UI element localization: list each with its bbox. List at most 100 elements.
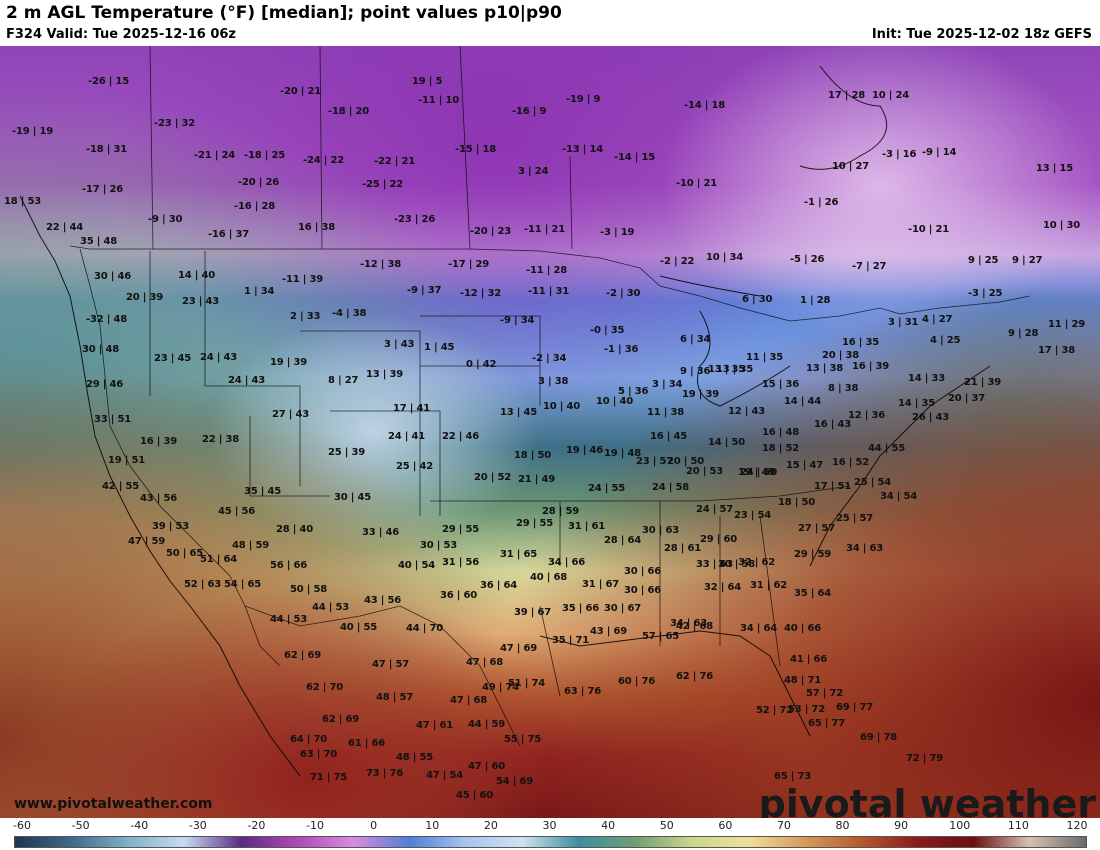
point-value-label: -14 | 18 [684,100,725,111]
point-value-label: 16 | 35 [842,337,880,348]
website-url[interactable]: www.pivotalweather.com [14,796,213,812]
point-value-label: -12 | 32 [460,288,501,299]
temperature-map[interactable]: -26 | 15 -19 | 19 -18 | 31 -17 | 26 18 | 53 2… [0,46,1100,818]
point-value-label: -18 | 25 [244,150,285,161]
point-value-label: 20 | 53 [686,466,724,477]
legend-colorbar [14,836,1087,848]
point-value-label: 60 | 76 [618,676,656,687]
point-value-label: 31 | 67 [582,579,620,590]
point-value-label: 9 | 25 [968,255,999,266]
point-value-label: 27 | 57 [798,523,836,534]
point-value-label: 44 | 53 [312,602,350,613]
point-value-label: 63 | 70 [300,749,338,760]
point-value-label: 48 | 57 [376,692,414,703]
point-value-label: 25 | 57 [836,513,874,524]
point-value-label: -13 | 14 [562,144,603,155]
point-value-label: 13 | 38 [806,363,844,374]
point-value-label: 69 | 77 [836,702,874,713]
point-value-label: 72 | 79 [906,753,944,764]
point-value-label: 44 | 53 [270,614,308,625]
point-value-label: 25 | 39 [328,447,366,458]
point-value-label: -20 | 21 [280,86,321,97]
point-value-label: -9 | 30 [148,214,183,225]
point-value-label: 3 | 34 [652,379,683,390]
point-value-label: 22 | 38 [202,434,240,445]
point-value-label: 45 | 60 [456,790,494,801]
coastlines [19,65,991,777]
point-value-label: 35 | 71 [552,635,590,646]
point-value-label: -11 | 10 [418,95,459,106]
point-value-label: -16 | 37 [208,229,249,240]
point-value-label: -17 | 29 [448,259,489,270]
point-value-label: -20 | 23 [470,226,511,237]
point-value-label: -3 | 25 [968,288,1003,299]
point-value-label: 12 | 43 [728,406,766,417]
point-value-label: 39 | 53 [152,521,190,532]
point-value-label: 36 | 60 [440,590,478,601]
point-value-label: 24 | 41 [388,431,426,442]
point-value-label: 22 | 46 [442,431,480,442]
point-value-label: 8 | 27 [328,375,359,386]
point-value-label: 20 | 38 [822,350,860,361]
point-value-label: 35 | 45 [244,486,282,497]
point-value-label: 34 | 63 [846,543,884,554]
point-value-label: 47 | 69 [500,643,538,654]
point-value-label: -11 | 31 [528,286,569,297]
legend-tick-label: 60 [718,819,733,832]
point-value-label: 65 | 77 [808,718,846,729]
point-value-label: 13 | 35 [708,364,746,375]
point-value-label: 23 | 45 [154,353,192,364]
point-value-label: 40 | 55 [340,622,378,633]
legend-tick-label: 10 [425,819,440,832]
point-value-label: -32 | 48 [86,314,127,325]
point-value-label: -3 | 19 [600,227,635,238]
legend-tick-label: 100 [949,819,971,832]
legend-tick-label: 80 [835,819,850,832]
point-value-label: 30 | 63 [642,525,680,536]
point-value-label: 23 | 43 [182,296,220,307]
point-value-label: -1 | 26 [804,197,839,208]
point-value-label: 55 | 75 [504,734,542,745]
point-value-label: 19 | 51 [108,455,146,466]
point-value-label: 28 | 64 [604,535,642,546]
point-value-label: 17 | 41 [393,403,431,414]
point-value-label: 51 | 64 [200,554,238,565]
point-value-label: 31 | 56 [442,557,480,568]
point-value-label: 47 | 57 [372,659,410,670]
point-value-label: -19 | 19 [12,126,53,137]
point-value-label: 24 | 57 [696,504,734,515]
point-value-label: 36 | 64 [480,580,518,591]
point-value-label: -10 | 21 [676,178,717,189]
point-value-label: 2 | 33 [290,311,321,322]
point-value-label: 65 | 73 [774,771,812,782]
point-value-label: 52 | 63 [184,579,222,590]
point-value-label: 39 | 67 [514,607,552,618]
point-value-label: 48 | 71 [784,675,822,686]
point-value-label: 32 | 62 [738,557,776,568]
point-value-label: 14 | 33 [908,373,946,384]
legend-tick-label: 120 [1066,819,1088,832]
point-value-label: -21 | 24 [194,150,235,161]
point-value-label: 43 | 56 [140,493,178,504]
point-value-label: 11 | 38 [647,407,685,418]
point-value-label: 30 | 46 [94,271,132,282]
point-value-label: 42 | 68 [676,621,714,632]
legend-tick-label: 70 [776,819,791,832]
point-value-label: 19 | 46 [566,445,604,456]
point-value-label: -3 | 16 [882,149,917,160]
temperature-field [0,46,1100,818]
point-value-label: 30 | 58 [718,559,756,570]
point-value-label: 14 | 35 [898,398,936,409]
point-value-label: -4 | 38 [332,308,367,319]
point-value-label: 42 | 55 [102,481,140,492]
point-value-label: -15 | 18 [455,144,496,155]
point-value-label: 24 | 50 [740,467,778,478]
point-value-label: 4 | 27 [922,314,953,325]
legend-tick-label: 0 [370,819,378,832]
point-value-label: 19 | 39 [270,357,308,368]
point-value-label: 64 | 70 [290,734,328,745]
point-value-label: -5 | 26 [790,254,825,265]
point-value-label: 43 | 69 [590,626,628,637]
point-value-label: 50 | 58 [290,584,328,595]
point-value-label: -26 | 15 [88,76,129,87]
